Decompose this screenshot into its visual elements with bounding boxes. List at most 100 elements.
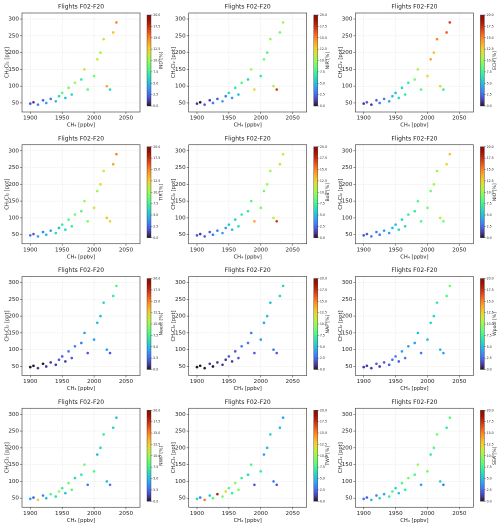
point: [419, 483, 423, 487]
x-tick-label: 1900: [357, 247, 372, 253]
point: [227, 91, 231, 95]
point: [203, 366, 206, 370]
plot-frame: [21, 144, 141, 245]
x-tick-label: 2050: [452, 116, 467, 122]
point: [382, 492, 386, 496]
colorbar-tick-label: 5.0: [487, 213, 492, 217]
x-tick-label: 2000: [87, 247, 102, 253]
point: [111, 31, 115, 34]
point: [221, 495, 224, 498]
point: [272, 348, 275, 351]
y-tick-label: 200: [342, 445, 353, 451]
colorbar: [313, 14, 318, 107]
plot-frame: [21, 407, 141, 508]
point: [57, 226, 61, 230]
point: [275, 88, 279, 91]
y-tick-label: 250: [342, 429, 353, 435]
point: [67, 350, 70, 353]
y-tick-label: 200: [175, 445, 186, 451]
colorbar-tick-label: 0.0: [487, 236, 492, 240]
colorbar-tick-label: 5.0: [153, 81, 158, 85]
x-tick-label: 1950: [55, 247, 70, 253]
point: [240, 476, 243, 480]
x-axis-label: CH₄ [ppbv]: [67, 123, 95, 129]
point: [115, 21, 118, 24]
x-tick-label: 1950: [222, 116, 237, 122]
point: [198, 364, 202, 368]
x-tick-label: 1900: [190, 379, 205, 385]
point: [92, 470, 96, 473]
point: [413, 473, 417, 476]
point: [41, 494, 45, 497]
y-tick-label: 250: [175, 429, 186, 435]
point: [391, 226, 394, 230]
point: [275, 351, 279, 355]
y-tick-label: 100: [175, 215, 186, 221]
point: [253, 351, 256, 355]
x-tick-label: 1950: [55, 379, 70, 385]
point: [362, 365, 365, 369]
colorbar-tick-label: 0.0: [153, 368, 158, 372]
point: [80, 78, 83, 81]
point: [67, 218, 70, 221]
point: [365, 496, 369, 499]
point: [269, 301, 272, 304]
x-tick-label: 1950: [55, 511, 70, 517]
y-tick-label: 300: [175, 280, 186, 286]
point: [111, 426, 115, 430]
point: [70, 224, 74, 228]
point: [438, 84, 442, 88]
point: [375, 98, 378, 102]
colorbar-tick-label: 7.5: [487, 465, 492, 469]
x-tick-label: 1900: [190, 116, 205, 122]
x-tick-label: 1950: [388, 116, 403, 122]
y-axis-label: CH₂Cl₂ [ppt]: [338, 310, 344, 341]
colorbar: [480, 410, 485, 502]
point: [233, 86, 237, 90]
point: [275, 219, 279, 223]
y-tick-label: 50: [345, 496, 353, 502]
x-tick-label: 1900: [23, 379, 38, 385]
point: [442, 351, 445, 355]
y-tick-label: 250: [8, 297, 19, 303]
colorbar-tick-label: 7.5: [487, 202, 492, 206]
colorbar-tick-label: 17.5: [487, 24, 494, 28]
colorbar-tick-label: 20.0: [320, 13, 327, 17]
y-tick-label: 50: [179, 100, 187, 106]
colorbar: [146, 14, 152, 107]
point: [102, 169, 105, 173]
point: [365, 100, 369, 104]
x-tick-label: 1950: [222, 247, 237, 253]
point: [391, 358, 394, 362]
plot-frame: [188, 144, 307, 245]
point: [442, 88, 445, 91]
point: [41, 362, 45, 366]
point: [435, 37, 439, 41]
point: [83, 68, 86, 71]
x-axis-label: CH₄ [ppbv]: [234, 254, 262, 260]
point: [400, 218, 404, 221]
point: [362, 497, 365, 501]
y-tick-label: 300: [175, 17, 186, 23]
colorbar-tick-label: 2.5: [487, 93, 492, 97]
point: [445, 426, 448, 430]
plot-area: [22, 408, 140, 508]
colorbar-tick-label: 15.0: [153, 168, 160, 172]
colorbar-tick-label: 15.0: [487, 36, 494, 40]
x-tick-label: 2000: [87, 116, 102, 122]
colorbar-tick-label: 7.5: [153, 202, 158, 206]
colorbar-label: IND [%]: [159, 51, 165, 69]
point: [281, 152, 285, 156]
y-axis-label: CH₂Cl₂ [ppt]: [5, 47, 11, 78]
point: [426, 470, 429, 473]
point: [230, 491, 234, 495]
colorbar-tick-label: 10.0: [487, 190, 494, 194]
chart-title: Flights F02-F20: [225, 399, 271, 406]
y-tick-label: 250: [342, 297, 353, 303]
x-tick-label: 1900: [23, 116, 38, 122]
y-tick-label: 250: [175, 33, 186, 39]
chart-title: Flights F02-F20: [225, 267, 271, 274]
point: [375, 230, 378, 234]
point: [195, 497, 199, 501]
